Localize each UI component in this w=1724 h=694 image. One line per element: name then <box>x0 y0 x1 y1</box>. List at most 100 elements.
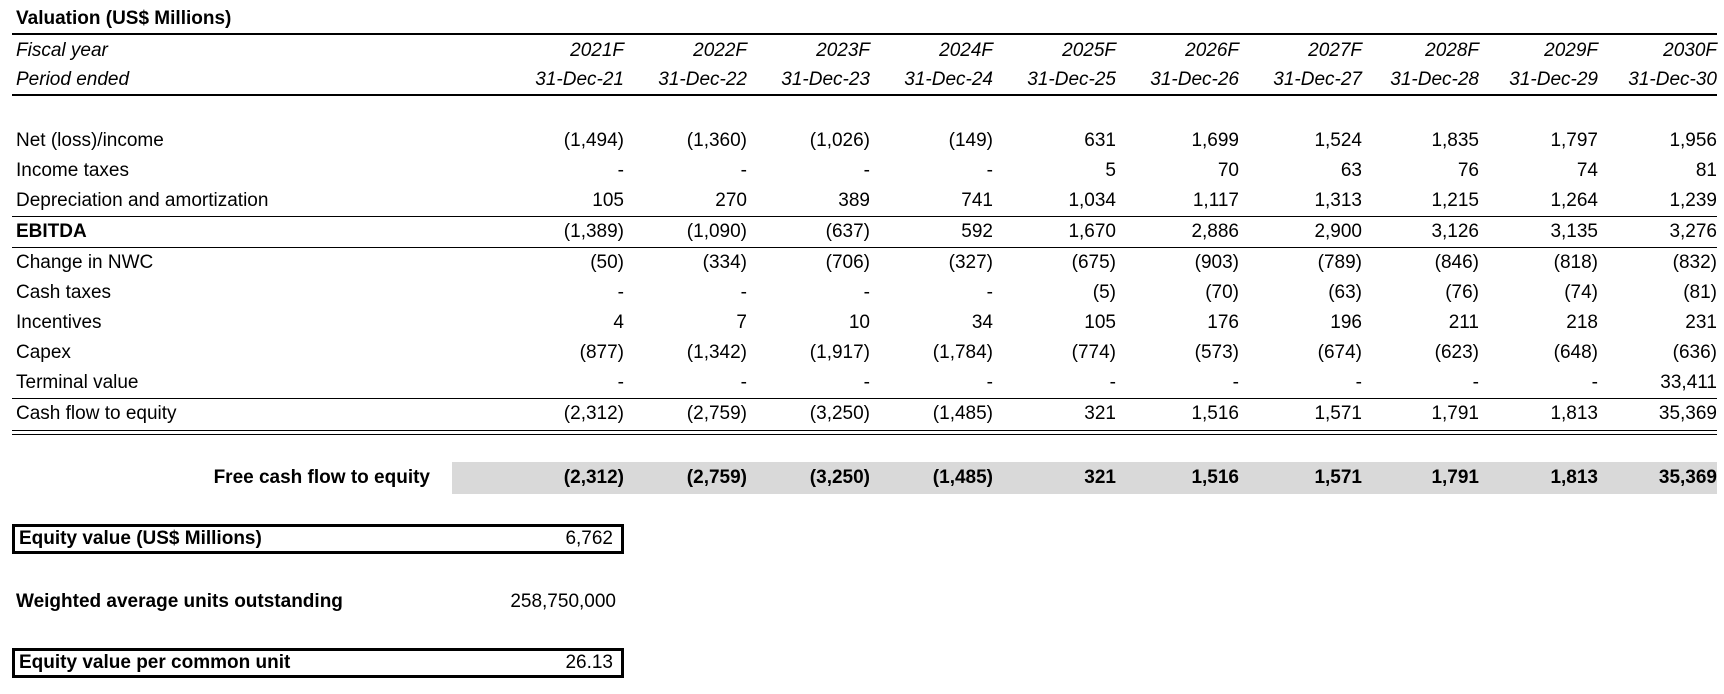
value-cell: (877) <box>579 342 624 363</box>
value-cell: 231 <box>1685 312 1717 333</box>
value-cell: 10 <box>848 312 870 333</box>
value-cell: - <box>863 372 870 393</box>
value-cell: 63 <box>1340 160 1362 181</box>
value-cell: (674) <box>1317 342 1362 363</box>
value-cell: (636) <box>1672 342 1717 363</box>
value-cell: 1,239 <box>1669 190 1717 211</box>
year-cell: 2029F <box>1544 40 1598 61</box>
value-cell: 1,791 <box>1431 467 1479 488</box>
value-cell: - <box>986 160 993 181</box>
title-rule <box>12 33 1717 35</box>
fcf-label: Free cash flow to equity <box>213 467 430 488</box>
value-cell: 105 <box>1084 312 1116 333</box>
period-cell: 31-Dec-24 <box>904 69 993 90</box>
value-cell: (637) <box>825 221 870 242</box>
value-cell: 4 <box>613 312 624 333</box>
row-label: Capex <box>16 342 71 363</box>
value-cell: 1,264 <box>1550 190 1598 211</box>
value-cell: 3,126 <box>1431 221 1479 242</box>
value-cell: 1,791 <box>1431 403 1479 424</box>
value-cell: 1,813 <box>1550 467 1598 488</box>
value-cell: 321 <box>1084 403 1116 424</box>
value-cell: 1,670 <box>1068 221 1116 242</box>
value-cell: - <box>1472 372 1479 393</box>
period-cell: 31-Dec-23 <box>781 69 870 90</box>
row-label: Cash flow to equity <box>16 403 177 424</box>
fcf-highlight-band <box>452 462 1717 494</box>
per-unit-box: Equity value per common unit 26.13 <box>12 648 624 678</box>
period-cell: 31-Dec-30 <box>1628 69 1717 90</box>
units-outstanding-row: Weighted average units outstanding 258,7… <box>16 587 616 617</box>
value-cell: 218 <box>1566 312 1598 333</box>
value-cell: 2,886 <box>1191 221 1239 242</box>
value-cell: (1,494) <box>563 130 624 151</box>
period-cell: 31-Dec-22 <box>658 69 747 90</box>
year-cell: 2022F <box>693 40 747 61</box>
period-cell: 31-Dec-26 <box>1150 69 1239 90</box>
table-row-nwc: Change in NWC (50) (334) (706) (327) (67… <box>0 248 1724 278</box>
value-cell: (846) <box>1434 252 1479 273</box>
value-cell: - <box>863 282 870 303</box>
value-cell: 1,215 <box>1431 190 1479 211</box>
value-cell: 1,516 <box>1191 467 1239 488</box>
value-cell: (70) <box>1205 282 1239 303</box>
year-cell: 2027F <box>1308 40 1362 61</box>
value-cell: 592 <box>961 221 993 242</box>
table-row-cash-flow-to-equity: Cash flow to equity (2,312) (2,759) (3,2… <box>0 399 1724 429</box>
value-cell: (2,759) <box>686 403 747 424</box>
value-cell: - <box>740 160 747 181</box>
value-cell: (1,360) <box>686 130 747 151</box>
row-label: Terminal value <box>16 372 139 393</box>
value-cell: (63) <box>1328 282 1362 303</box>
value-cell: (1,090) <box>686 221 747 242</box>
value-cell: 389 <box>838 190 870 211</box>
total-rule-top <box>12 398 1717 399</box>
value-cell: 76 <box>1457 160 1479 181</box>
units-value: 258,750,000 <box>510 591 616 612</box>
value-cell: 35,369 <box>1658 403 1717 424</box>
subtotal-rule-top <box>12 216 1717 217</box>
value-cell: 176 <box>1207 312 1239 333</box>
year-cell: 2028F <box>1425 40 1479 61</box>
fiscal-year-row: Fiscal year 2021F 2022F 2023F 2024F 2025… <box>0 36 1724 66</box>
value-cell: 1,571 <box>1314 403 1362 424</box>
value-cell: (3,250) <box>809 467 870 488</box>
value-cell: (675) <box>1071 252 1116 273</box>
value-cell: 270 <box>715 190 747 211</box>
value-cell: 321 <box>1084 467 1116 488</box>
year-cell: 2023F <box>816 40 870 61</box>
value-cell: 1,956 <box>1669 130 1717 151</box>
equity-value: 6,762 <box>565 528 613 549</box>
per-unit-label: Equity value per common unit <box>19 652 291 673</box>
value-cell: (818) <box>1553 252 1598 273</box>
value-cell: 631 <box>1084 130 1116 151</box>
value-cell: (149) <box>948 130 993 151</box>
value-cell: (1,342) <box>686 342 747 363</box>
period-cell: 31-Dec-27 <box>1273 69 1362 90</box>
value-cell: - <box>617 282 624 303</box>
value-cell: 5 <box>1105 160 1116 181</box>
table-row-cash-taxes: Cash taxes - - - - (5) (70) (63) (76) (7… <box>0 278 1724 308</box>
value-cell: (1,026) <box>809 130 870 151</box>
table-row-free-cash-flow: Free cash flow to equity (2,312) (2,759)… <box>0 463 1724 493</box>
value-cell: (1,917) <box>809 342 870 363</box>
per-unit-value: 26.13 <box>565 652 613 673</box>
value-cell: 1,571 <box>1314 467 1362 488</box>
equity-value-label: Equity value (US$ Millions) <box>19 528 262 549</box>
value-cell: (573) <box>1194 342 1239 363</box>
units-label: Weighted average units outstanding <box>16 591 343 612</box>
row-label: EBITDA <box>16 221 87 242</box>
value-cell: 1,516 <box>1191 403 1239 424</box>
value-cell: (789) <box>1317 252 1362 273</box>
value-cell: 70 <box>1217 160 1239 181</box>
value-cell: (832) <box>1672 252 1717 273</box>
value-cell: - <box>1232 372 1239 393</box>
value-cell: 34 <box>971 312 993 333</box>
value-cell: 741 <box>961 190 993 211</box>
fiscal-year-label: Fiscal year <box>16 40 108 61</box>
value-cell: (903) <box>1194 252 1239 273</box>
year-cell: 2024F <box>939 40 993 61</box>
value-cell: (1,485) <box>932 403 993 424</box>
value-cell: - <box>617 372 624 393</box>
